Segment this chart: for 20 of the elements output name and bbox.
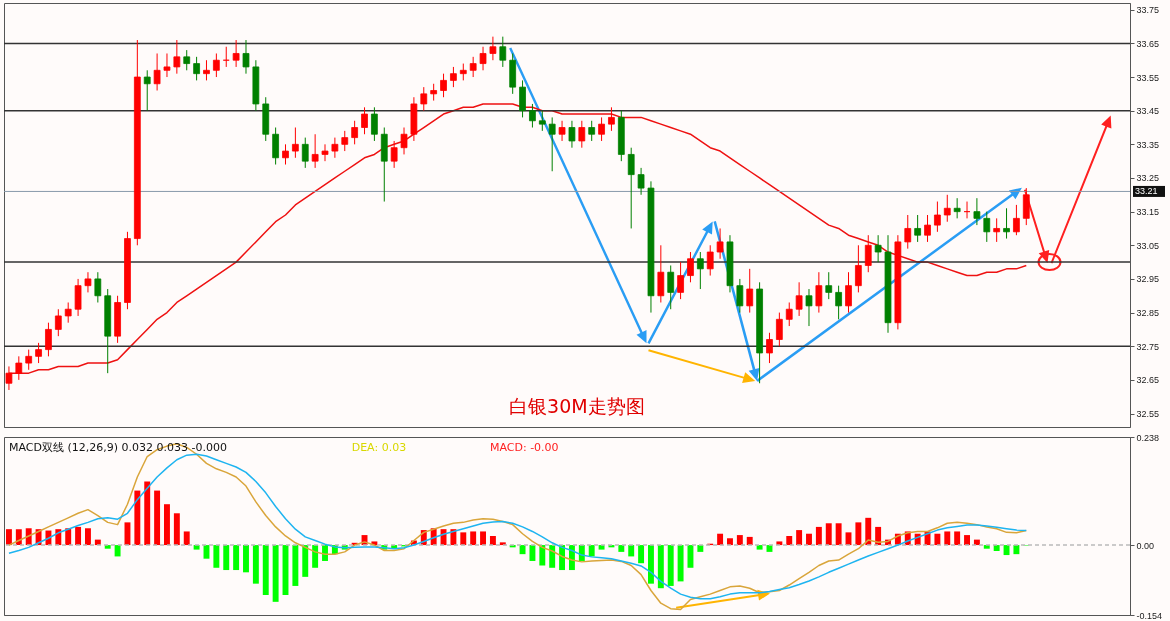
- y-tick-label: 32.85: [1136, 308, 1160, 319]
- y-tick-label: 32.75: [1136, 341, 1160, 352]
- annotation: MACD: -0.00: [489, 440, 559, 454]
- ref-line-label: 33.21: [1135, 186, 1158, 197]
- y-tick-label: 33.25: [1136, 173, 1160, 184]
- annotation: DEA: 0.03: [351, 440, 407, 454]
- y-tick-label: 0.00: [1136, 540, 1155, 551]
- y-tick-label: 33.35: [1136, 139, 1160, 150]
- y-tick-label: 33.05: [1136, 240, 1160, 251]
- y-tick-label: 32.55: [1136, 409, 1160, 420]
- y-tick-label: 33.55: [1136, 72, 1160, 83]
- annotation: 白银30M走势图: [509, 395, 645, 418]
- y-tick-label: 32.65: [1136, 375, 1160, 386]
- y-tick-label: 33.45: [1136, 106, 1160, 117]
- y-tick-label: 0.238: [1136, 432, 1160, 443]
- y-tick-label: 32.95: [1136, 274, 1160, 285]
- y-tick-label: 33.75: [1136, 5, 1160, 16]
- y-tick-label: 33.65: [1136, 38, 1160, 49]
- y-tick-label: -0.154: [1136, 610, 1163, 621]
- y-tick-label: 33.15: [1136, 207, 1160, 218]
